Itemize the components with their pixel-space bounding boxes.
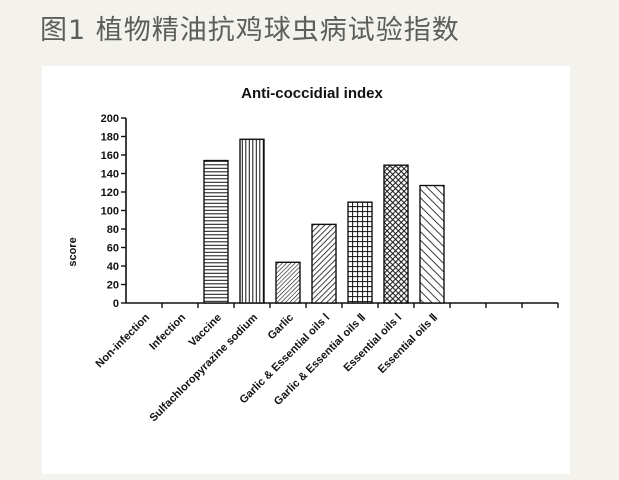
y-tick-label: 120 bbox=[101, 187, 119, 199]
bar bbox=[239, 138, 265, 304]
y-tick-label: 20 bbox=[107, 280, 119, 292]
slide-title: 图1 植物精油抗鸡球虫病试验指数 bbox=[40, 15, 460, 46]
y-axis-label: score bbox=[67, 237, 79, 266]
y-tick-label: 40 bbox=[107, 261, 119, 273]
y-tick-label: 0 bbox=[113, 298, 119, 310]
chart-title: Anti-coccidial index bbox=[241, 85, 383, 102]
bar bbox=[203, 159, 229, 304]
x-tick-label: Garlic bbox=[266, 312, 297, 343]
bar-chart: Anti-coccidial index score 0 20 40 60 80 100 1… bbox=[67, 85, 559, 424]
bar bbox=[419, 184, 445, 304]
axes bbox=[121, 117, 559, 308]
y-tick-label: 200 bbox=[101, 113, 119, 125]
chart-panel: Anti-coccidial index score 0 20 40 60 80 100 1… bbox=[42, 66, 570, 474]
y-tick-label: 100 bbox=[101, 206, 119, 218]
y-tick-label: 160 bbox=[101, 150, 119, 162]
bar bbox=[347, 201, 373, 304]
y-tick-label: 140 bbox=[101, 169, 119, 181]
bar bbox=[311, 223, 337, 304]
x-tick-label: Infection bbox=[147, 311, 188, 352]
y-tick-label: 60 bbox=[107, 243, 119, 255]
bars bbox=[203, 138, 445, 304]
y-tick-label: 80 bbox=[107, 224, 119, 236]
x-tick-label: Non-infection bbox=[94, 311, 153, 370]
bar bbox=[275, 261, 301, 304]
y-tick-label: 180 bbox=[101, 132, 119, 144]
bar bbox=[383, 164, 409, 304]
